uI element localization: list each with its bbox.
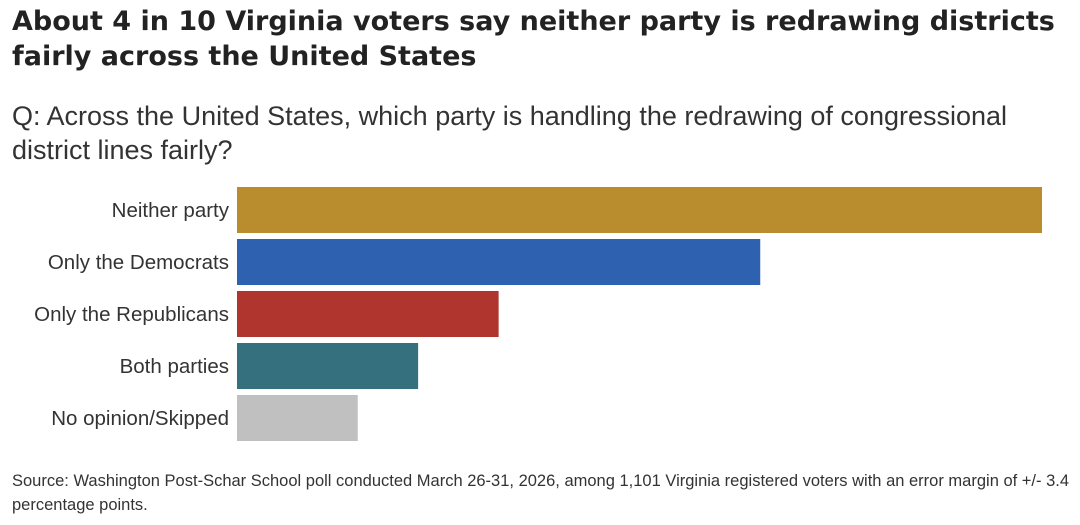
bar-only-the-democrats bbox=[237, 239, 761, 285]
category-label-only-the-republicans: Only the Republicans bbox=[34, 303, 229, 326]
chart-title: About 4 in 10 Virginia voters say neithe… bbox=[12, 6, 1055, 72]
bar-no-opinion-skipped bbox=[237, 395, 358, 441]
bar-neither-party bbox=[237, 187, 1042, 233]
bar-both-parties bbox=[237, 343, 419, 389]
category-label-no-opinion-skipped: No opinion/Skipped bbox=[51, 407, 229, 430]
chart-subtitle: Q: Across the United States, which party… bbox=[12, 101, 1008, 165]
bar-only-the-republicans bbox=[237, 291, 499, 337]
category-label-only-the-democrats: Only the Democrats bbox=[48, 251, 229, 274]
category-label-both-parties: Both parties bbox=[120, 355, 229, 378]
bar-chart: Neither party Only the Democrats Only the … bbox=[34, 187, 1042, 441]
source-note: Source: Washington Post-Schar School pol… bbox=[12, 472, 1070, 514]
category-label-neither-party: Neither party bbox=[112, 199, 230, 222]
